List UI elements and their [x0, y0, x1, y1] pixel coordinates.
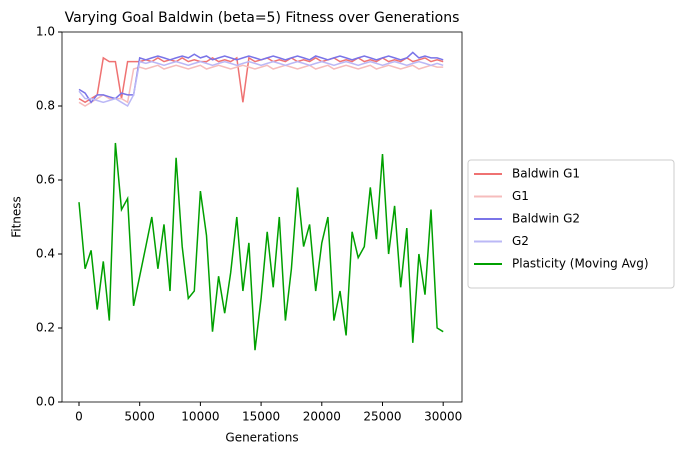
y-tick-label: 1.0	[36, 25, 55, 39]
legend-label: Baldwin G2	[512, 212, 580, 226]
plot-frame	[61, 31, 463, 403]
series-line	[78, 64, 444, 107]
y-tick-label: 0.4	[36, 247, 55, 261]
x-tick-label: 25000	[363, 410, 401, 424]
x-tick-label: 5000	[124, 410, 155, 424]
y-tick-label: 0.8	[36, 99, 55, 113]
x-tick-label: 20000	[303, 410, 341, 424]
legend-label: G1	[512, 189, 529, 203]
legend-label: G2	[512, 234, 529, 248]
y-tick-label: 0.2	[36, 321, 55, 335]
y-tick-label: 0.0	[36, 395, 55, 409]
legend-label: Plasticity (Moving Avg)	[512, 257, 649, 271]
x-tick-label: 0	[75, 410, 83, 424]
y-axis-label: Fitness	[10, 196, 24, 238]
chart-title: Varying Goal Baldwin (beta=5) Fitness ov…	[65, 10, 460, 26]
legend-label: Baldwin G1	[512, 167, 580, 181]
x-tick-label: 15000	[242, 410, 280, 424]
x-tick-label: 10000	[181, 410, 219, 424]
x-tick-label: 30000	[424, 410, 462, 424]
series-line	[78, 142, 444, 351]
x-axis-label: Generations	[225, 431, 298, 445]
series-line	[78, 51, 444, 104]
legend-box	[467, 159, 675, 289]
series-line	[78, 60, 444, 108]
y-tick-label: 0.6	[36, 173, 55, 187]
